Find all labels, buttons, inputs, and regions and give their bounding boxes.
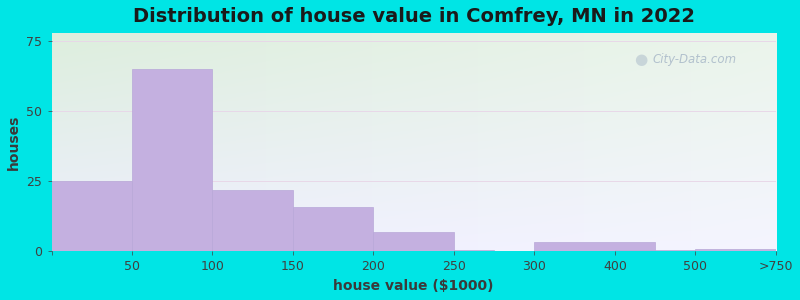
Bar (51, 182, 132, 251)
Bar (454, 250, 494, 251)
Text: ●: ● (634, 52, 648, 67)
Bar (293, 207, 374, 251)
Bar (213, 190, 293, 251)
Y-axis label: houses: houses (7, 115, 21, 170)
X-axis label: house value ($1000): house value ($1000) (334, 279, 494, 293)
Bar (534, 242, 655, 251)
Bar (615, 250, 695, 251)
Bar (374, 232, 454, 251)
Text: City-Data.com: City-Data.com (653, 53, 737, 66)
Title: Distribution of house value in Comfrey, MN in 2022: Distribution of house value in Comfrey, … (133, 7, 694, 26)
Bar (695, 249, 776, 251)
Bar (132, 70, 213, 251)
